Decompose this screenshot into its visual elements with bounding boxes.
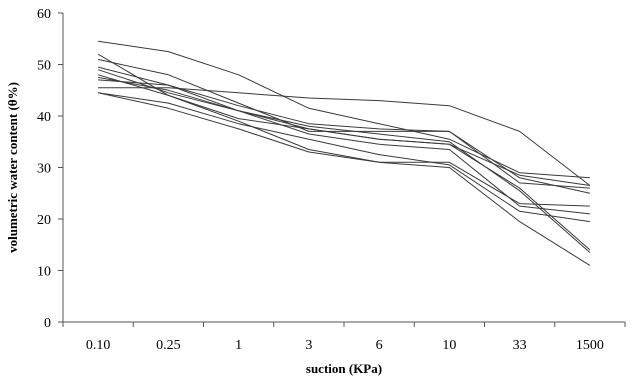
x-tick-label: 3 bbox=[305, 338, 312, 353]
x-tick-label: 33 bbox=[513, 338, 527, 353]
series-line-11 bbox=[98, 79, 590, 215]
y-tick-label: 0 bbox=[44, 316, 51, 331]
x-tick-label: 0.25 bbox=[156, 338, 181, 353]
series-line-1 bbox=[98, 40, 590, 179]
y-tick-label: 20 bbox=[37, 213, 51, 228]
series-line-5 bbox=[97, 69, 591, 251]
x-axis-ticks: 0.10 0.25 1 3 6 10 33 1500 bbox=[62, 322, 626, 353]
x-tick-label: 10 bbox=[442, 338, 456, 353]
y-axis-title: volumetric water content (θ%) bbox=[5, 82, 20, 253]
series-line-7 bbox=[98, 76, 591, 253]
series-line-9 bbox=[98, 92, 590, 223]
y-axis-ticks: 0 10 20 30 40 50 60 bbox=[37, 7, 63, 331]
y-tick-label: 50 bbox=[37, 59, 51, 74]
y-tick-label: 40 bbox=[37, 110, 51, 125]
series-lines bbox=[97, 40, 591, 266]
y-tick-label: 10 bbox=[37, 265, 51, 280]
series-line-4 bbox=[97, 66, 590, 189]
x-tick-label: 1500 bbox=[576, 338, 604, 353]
series-line-2 bbox=[97, 53, 590, 186]
series-line-8 bbox=[98, 87, 591, 186]
series-line-10 bbox=[97, 92, 591, 266]
y-tick-label: 30 bbox=[37, 162, 51, 177]
x-tick-label: 6 bbox=[376, 338, 383, 353]
x-tick-label: 0.10 bbox=[86, 338, 111, 353]
series-line-3 bbox=[97, 58, 591, 194]
x-tick-label: 1 bbox=[235, 338, 242, 353]
x-axis-title: suction (KPa) bbox=[306, 361, 382, 376]
y-tick-label: 60 bbox=[37, 7, 51, 22]
